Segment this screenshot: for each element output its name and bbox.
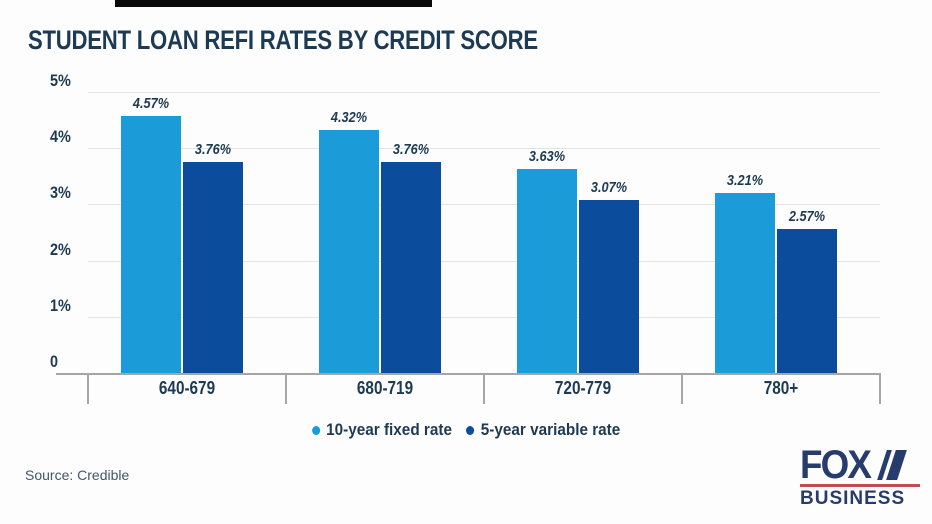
bar-value-label: 2.57%	[788, 207, 826, 225]
x-axis-tick	[285, 375, 287, 404]
x-axis-category-label: 640-679	[158, 378, 216, 398]
y-axis-label: 2%	[50, 239, 71, 259]
x-axis-tick	[87, 375, 89, 404]
x-axis-category-label: 680-719	[356, 378, 414, 398]
y-axis-label: 0	[50, 352, 59, 371]
fox-logo-row: FOX	[800, 442, 920, 487]
y-axis-label: 1%	[50, 295, 71, 315]
gridline	[88, 260, 880, 262]
logo-divider	[800, 484, 920, 487]
legend-dot-icon	[466, 425, 475, 435]
chart-legend: 10-year fixed rate 5-year variable rate	[47, 420, 886, 440]
bar-value-label: 4.57%	[132, 95, 170, 113]
business-logo-text: BUSINESS	[800, 488, 906, 509]
chart-title: STUDENT LOAN REFI RATES BY CREDIT SCORE	[28, 25, 538, 55]
gridline	[88, 148, 880, 150]
bar-value-label: 3.76%	[392, 140, 430, 158]
gridline	[88, 204, 880, 206]
y-axis-label: 4%	[50, 127, 71, 147]
bar-10-year-fixed	[715, 192, 775, 373]
source-credit: Source: Credible	[25, 467, 130, 483]
x-axis-line	[56, 373, 881, 375]
legend-item: 5-year variable rate	[466, 420, 620, 440]
gridline	[88, 92, 880, 93]
legend-label: 10-year fixed rate	[326, 420, 452, 439]
bar-10-year-fixed	[517, 168, 577, 373]
bar-5-year-variable	[381, 161, 441, 373]
bar-10-year-fixed	[121, 116, 181, 373]
x-axis-category-label: 720-779	[554, 378, 612, 398]
gridline	[88, 316, 880, 318]
x-axis-tick	[483, 375, 485, 404]
bar-value-label: 3.21%	[726, 171, 764, 189]
fox-logo-text: FOX	[800, 442, 872, 487]
searchlight-beam-icon	[877, 449, 909, 480]
bar-value-label: 3.63%	[528, 147, 566, 165]
y-axis-label: 3%	[50, 183, 71, 203]
bar-5-year-variable	[579, 200, 639, 373]
x-axis-category-label: 780+	[763, 378, 799, 398]
bar-value-label: 4.32%	[330, 109, 368, 127]
x-axis-tick	[681, 375, 683, 404]
bar-10-year-fixed	[319, 130, 379, 373]
x-axis-tick	[879, 375, 881, 404]
bar-5-year-variable	[183, 161, 243, 373]
bar-value-label: 3.76%	[194, 140, 232, 158]
legend-dot-icon	[311, 425, 320, 435]
y-axis-label: 5%	[50, 71, 71, 90]
bar-value-label: 3.07%	[590, 179, 628, 197]
fox-business-logo: FOX BUSINESS	[800, 442, 920, 510]
bar-5-year-variable	[777, 228, 837, 373]
top-black-bar	[115, 0, 432, 7]
legend-label: 5-year variable rate	[480, 420, 621, 439]
legend-item: 10-year fixed rate	[311, 420, 452, 440]
